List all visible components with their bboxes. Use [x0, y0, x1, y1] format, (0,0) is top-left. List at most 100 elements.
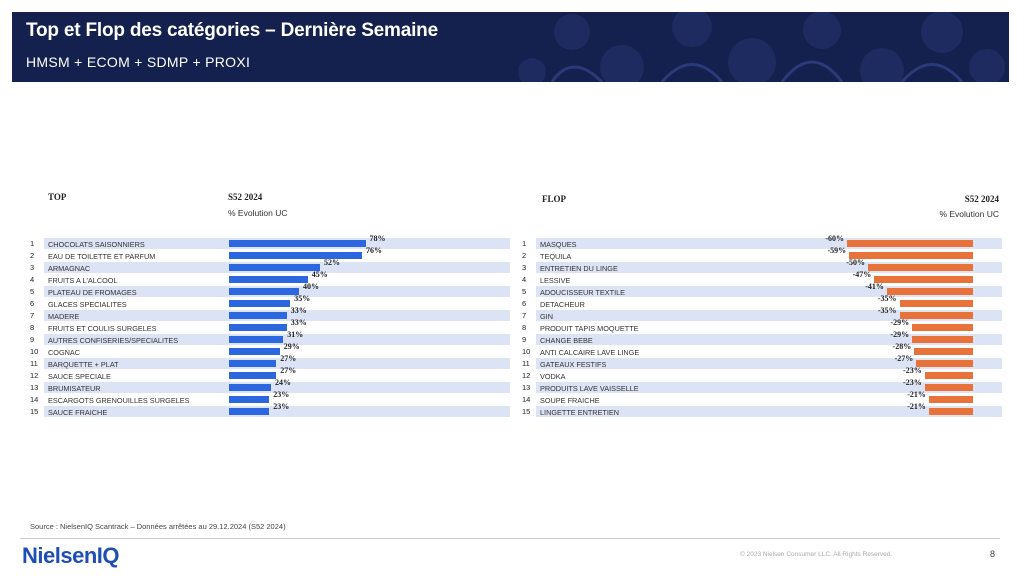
bar-mark — [229, 312, 287, 319]
category-name: LESSIVE — [540, 275, 571, 285]
top-period: S52 2024 — [228, 192, 263, 202]
category-name: CHOCOLATS SAISONNIERS — [48, 239, 145, 249]
bar-mark — [924, 384, 973, 391]
bar-mark — [229, 324, 287, 331]
table-row: 5 ADOUCISSEUR TEXTILE -41% — [522, 282, 1002, 298]
rank-number: 14 — [30, 395, 39, 404]
rank-number: 3 — [30, 263, 35, 272]
page-title: Top et Flop des catégories – Dernière Se… — [26, 20, 438, 41]
header-banner: Top et Flop des catégories – Dernière Se… — [12, 12, 1009, 82]
bar-mark — [914, 348, 973, 355]
source-note: Source : NielsenIQ Scantrack – Données a… — [30, 522, 286, 531]
rank-number: 7 — [30, 311, 35, 320]
row-band — [536, 406, 1002, 417]
data-label: -21% — [907, 390, 926, 399]
rank-number: 12 — [522, 371, 531, 380]
table-row: 12 SAUCE SPECIALE 27% — [30, 366, 510, 382]
bar-mark — [229, 240, 366, 247]
bar-mark — [229, 372, 277, 379]
data-label: 33% — [290, 318, 307, 327]
table-row: 8 FRUITS ET COULIS SURGELES 33% — [30, 318, 510, 334]
page-number: 8 — [990, 549, 996, 559]
rank-number: 1 — [522, 239, 527, 248]
category-name: CHANGE BEBE — [540, 335, 593, 345]
flop-measure: % Evolution UC — [939, 209, 999, 219]
bar-mark — [916, 360, 973, 367]
category-name: ESCARGOTS GRENOUILLES SURGELES — [48, 395, 190, 405]
table-row: 13 BRUMISATEUR 24% — [30, 378, 510, 394]
category-name: ARMAGNAC — [48, 263, 91, 273]
rank-number: 9 — [30, 335, 35, 344]
data-label: 33% — [290, 306, 307, 315]
bar-mark — [849, 252, 973, 259]
table-row: 2 TEQUILA -59% — [522, 246, 1002, 262]
bar-mark — [912, 324, 973, 331]
copyright-text: © 2023 Nielsen Consumer LLC. All Rights … — [740, 551, 893, 558]
rank-number: 11 — [522, 359, 530, 368]
rank-number: 5 — [30, 287, 35, 296]
rank-number: 7 — [522, 311, 527, 320]
category-name: EAU DE TOILETTE ET PARFUM — [48, 251, 156, 261]
data-label: -27% — [894, 354, 914, 363]
category-name: LINGETTE ENTRETIEN — [540, 407, 620, 417]
data-label: -35% — [877, 306, 897, 315]
rank-number: 13 — [522, 383, 531, 392]
row-band — [44, 358, 510, 369]
rank-number: 10 — [30, 347, 39, 356]
flop-period: S52 2024 — [964, 194, 999, 204]
row-band — [536, 382, 1002, 393]
bar-mark — [229, 360, 277, 367]
data-label: -23% — [903, 366, 922, 375]
category-name: MADERE — [48, 311, 80, 321]
rank-number: 2 — [522, 251, 527, 260]
bar-mark — [229, 288, 299, 295]
data-label: -60% — [825, 234, 844, 243]
data-label: -41% — [865, 282, 884, 291]
data-label: -29% — [890, 318, 910, 327]
rank-number: 14 — [522, 395, 531, 404]
table-row: 11 BARQUETTE + PLAT 27% — [30, 354, 510, 370]
bar-mark — [229, 276, 308, 283]
table-row: 1 CHOCOLATS SAISONNIERS 78% — [30, 234, 510, 250]
rank-number: 6 — [30, 299, 35, 308]
data-label: 23% — [273, 402, 290, 411]
top-title: TOP — [48, 192, 67, 202]
data-label: 76% — [366, 246, 382, 255]
table-row: 15 SAUCE FRAICHE 23% — [30, 402, 510, 418]
table-row: 4 LESSIVE -47% — [522, 270, 1002, 286]
data-label: -50% — [846, 258, 865, 267]
category-name: FRUITS ET COULIS SURGELES — [48, 323, 157, 333]
table-row: 5 PLATEAU DE FROMAGES 40% — [30, 282, 510, 298]
category-name: SOUPE FRAICHE — [540, 395, 600, 405]
top-measure: % Evolution UC — [228, 208, 288, 218]
flop-title: FLOP — [542, 194, 566, 204]
rank-number: 4 — [522, 275, 527, 284]
table-row: 7 GIN -35% — [522, 306, 1002, 322]
row-band — [536, 286, 1002, 297]
rank-number: 8 — [522, 323, 527, 332]
table-row: 2 EAU DE TOILETTE ET PARFUM 76% — [30, 246, 510, 262]
data-label: -29% — [890, 330, 910, 339]
top-bar-chart: 1 CHOCOLATS SAISONNIERS 78% 2 EAU DE TOILETT… — [30, 234, 510, 418]
category-name: BARQUETTE + PLAT — [48, 359, 119, 369]
data-label: 27% — [280, 366, 297, 375]
bar-mark — [229, 300, 291, 307]
rank-number: 2 — [30, 251, 35, 260]
rank-number: 12 — [30, 371, 39, 380]
category-name: GATEAUX FESTIFS — [540, 359, 607, 369]
table-row: 15 LINGETTE ENTRETIEN -21% — [522, 402, 1002, 418]
bar-mark — [899, 312, 973, 319]
category-name: GIN — [540, 311, 553, 321]
category-name: COGNAC — [48, 347, 81, 357]
header-decoration — [518, 12, 1005, 82]
bar-mark — [229, 408, 270, 415]
table-row: 11 GATEAUX FESTIFS -27% — [522, 354, 1002, 370]
category-name: SAUCE SPECIALE — [48, 371, 111, 381]
rank-number: 11 — [30, 359, 38, 368]
row-band — [536, 334, 1002, 345]
category-name: ADOUCISSEUR TEXTILE — [540, 287, 626, 297]
bar-mark — [912, 336, 973, 343]
bar-mark — [928, 396, 973, 403]
data-label: 45% — [311, 270, 328, 279]
table-row: 3 ARMAGNAC 52% — [30, 258, 510, 274]
